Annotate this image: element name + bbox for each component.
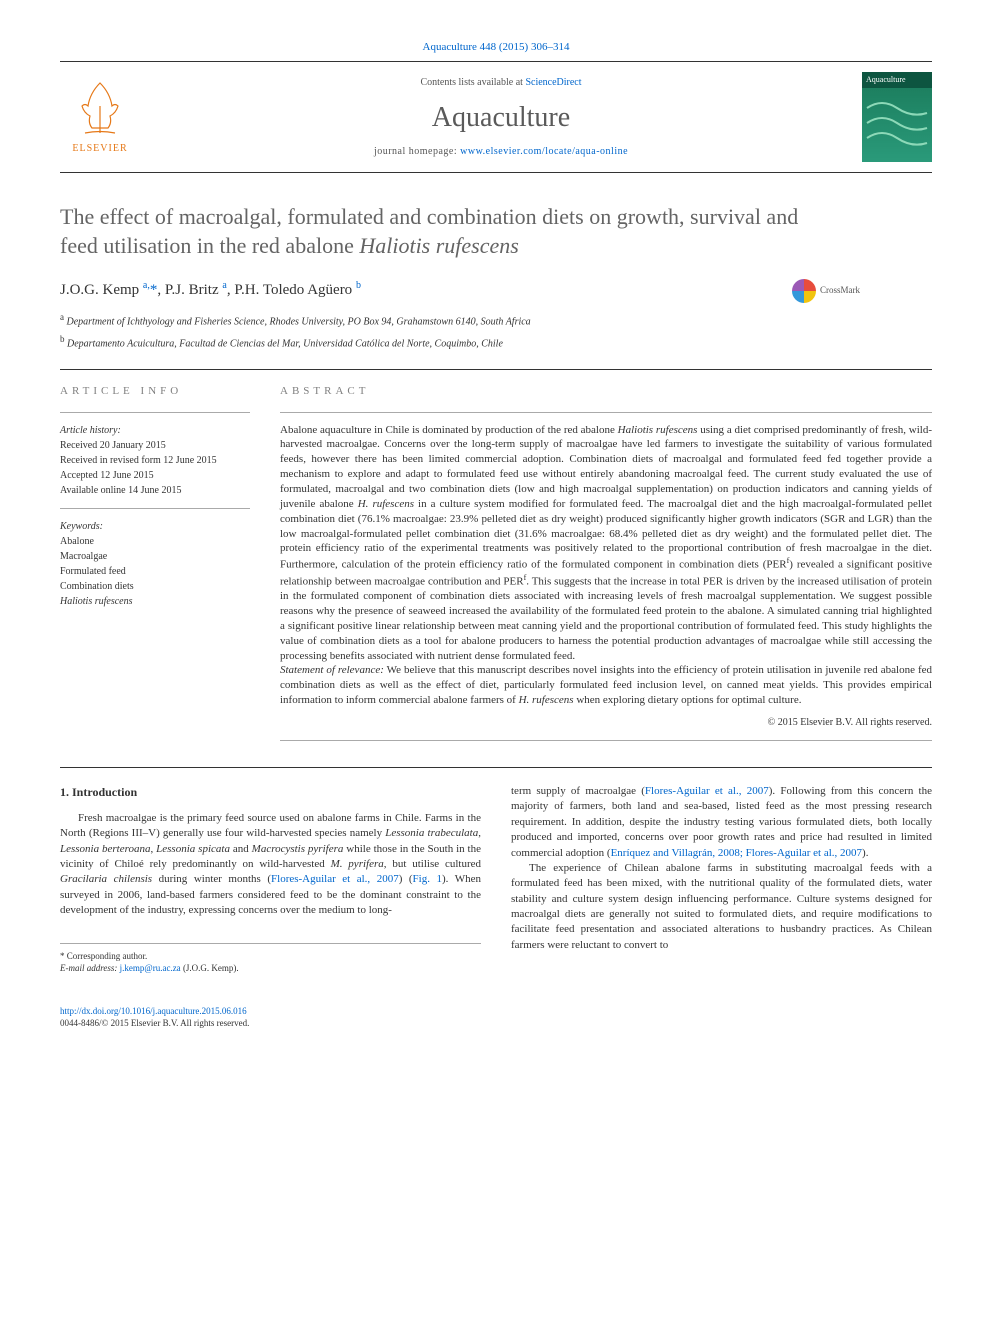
divider bbox=[60, 767, 932, 768]
keywords-block: Keywords: Abalone Macroalgae Formulated … bbox=[60, 519, 250, 609]
abstract-col: ABSTRACT Abalone aquaculture in Chile is… bbox=[280, 384, 932, 751]
email-attr: (J.O.G. Kemp). bbox=[181, 963, 239, 973]
corresponding-author-block: * Corresponding author. E-mail address: … bbox=[60, 943, 481, 975]
info-divider bbox=[60, 412, 250, 413]
keywords-label: Keywords: bbox=[60, 519, 250, 534]
sciencedirect-link[interactable]: ScienceDirect bbox=[525, 77, 581, 88]
history-item: Received in revised form 12 June 2015 bbox=[60, 453, 250, 468]
homepage-label: journal homepage: bbox=[374, 146, 460, 157]
doi-block: http://dx.doi.org/10.1016/j.aquaculture.… bbox=[60, 1005, 932, 1030]
history-item: Received 20 January 2015 bbox=[60, 438, 250, 453]
journal-homepage: journal homepage: www.elsevier.com/locat… bbox=[140, 145, 862, 159]
email-link[interactable]: j.kemp@ru.ac.za bbox=[120, 963, 181, 973]
crossmark-icon bbox=[792, 279, 816, 303]
crossmark-badge[interactable]: CrossMark bbox=[792, 279, 872, 303]
body-col-right: term supply of macroalgae (Flores-Aguila… bbox=[511, 784, 932, 975]
affil-text: Departamento Acuicultura, Facultad de Ci… bbox=[67, 338, 503, 349]
affil-sup: a bbox=[60, 312, 64, 322]
abstract-copyright: © 2015 Elsevier B.V. All rights reserved… bbox=[280, 716, 932, 730]
citation-link[interactable]: Aquaculture 448 (2015) 306–314 bbox=[423, 41, 570, 53]
affiliation-b: b Departamento Acuicultura, Facultad de … bbox=[60, 333, 932, 351]
affiliations: a Department of Ichthyology and Fisherie… bbox=[60, 311, 932, 352]
issn-copyright: 0044-8486/© 2015 Elsevier B.V. All right… bbox=[60, 1017, 932, 1030]
section-heading: 1. Introduction bbox=[60, 784, 481, 801]
keyword-italic: Haliotis rufescens bbox=[60, 594, 250, 609]
keyword: Formulated feed bbox=[60, 564, 250, 579]
history-label: Article history: bbox=[60, 423, 250, 438]
elsevier-logo: ELSEVIER bbox=[60, 72, 140, 162]
body-paragraph: Fresh macroalgae is the primary feed sou… bbox=[60, 811, 481, 919]
article-title: The effect of macroalgal, formulated and… bbox=[60, 203, 840, 260]
header-center: Contents lists available at ScienceDirec… bbox=[140, 76, 862, 159]
article-info-header: ARTICLE INFO bbox=[60, 384, 250, 399]
history-item: Available online 14 June 2015 bbox=[60, 483, 250, 498]
elsevier-tree-icon bbox=[70, 78, 130, 138]
body-col-left: 1. Introduction Fresh macroalgae is the … bbox=[60, 784, 481, 975]
history-item: Accepted 12 June 2015 bbox=[60, 468, 250, 483]
keyword: Abalone bbox=[60, 534, 250, 549]
keyword: Combination diets bbox=[60, 579, 250, 594]
affil-sup: b bbox=[60, 334, 65, 344]
contents-pre: Contents lists available at bbox=[420, 77, 525, 88]
body-paragraph: The experience of Chilean abalone farms … bbox=[511, 861, 932, 953]
article-info-col: ARTICLE INFO Article history: Received 2… bbox=[60, 384, 250, 751]
journal-cover-thumb: Aquaculture bbox=[862, 72, 932, 162]
journal-header-box: ELSEVIER Contents lists available at Sci… bbox=[60, 61, 932, 173]
elsevier-label: ELSEVIER bbox=[72, 142, 127, 156]
citation-header: Aquaculture 448 (2015) 306–314 bbox=[60, 40, 932, 55]
corresponding-label: * Corresponding author. bbox=[60, 950, 481, 963]
body-columns: 1. Introduction Fresh macroalgae is the … bbox=[60, 784, 932, 975]
article-history: Article history: Received 20 January 201… bbox=[60, 423, 250, 498]
crossmark-label: CrossMark bbox=[820, 284, 860, 297]
cover-art-icon bbox=[862, 88, 932, 164]
journal-name: Aquaculture bbox=[140, 98, 862, 137]
email-label: E-mail address: bbox=[60, 963, 117, 973]
title-row: The effect of macroalgal, formulated and… bbox=[60, 203, 932, 260]
keyword: Macroalgae bbox=[60, 549, 250, 564]
info-abstract-row: ARTICLE INFO Article history: Received 2… bbox=[60, 384, 932, 751]
body-paragraph: term supply of macroalgae (Flores-Aguila… bbox=[511, 784, 932, 861]
statement-label: Statement of relevance: bbox=[280, 664, 384, 676]
abstract-body: Abalone aquaculture in Chile is dominate… bbox=[280, 423, 932, 664]
statement-of-relevance: Statement of relevance: We believe that … bbox=[280, 663, 932, 708]
affil-text: Department of Ichthyology and Fisheries … bbox=[67, 316, 531, 327]
info-divider bbox=[280, 740, 932, 741]
abstract-header: ABSTRACT bbox=[280, 384, 932, 399]
divider bbox=[60, 369, 932, 370]
journal-cover-label: Aquaculture bbox=[862, 72, 932, 87]
doi-link[interactable]: http://dx.doi.org/10.1016/j.aquaculture.… bbox=[60, 1006, 247, 1016]
info-divider bbox=[280, 412, 932, 413]
contents-line: Contents lists available at ScienceDirec… bbox=[140, 76, 862, 90]
affiliation-a: a Department of Ichthyology and Fisherie… bbox=[60, 311, 932, 329]
homepage-link[interactable]: www.elsevier.com/locate/aqua-online bbox=[460, 146, 628, 157]
email-line: E-mail address: j.kemp@ru.ac.za (J.O.G. … bbox=[60, 962, 481, 975]
info-divider bbox=[60, 508, 250, 509]
